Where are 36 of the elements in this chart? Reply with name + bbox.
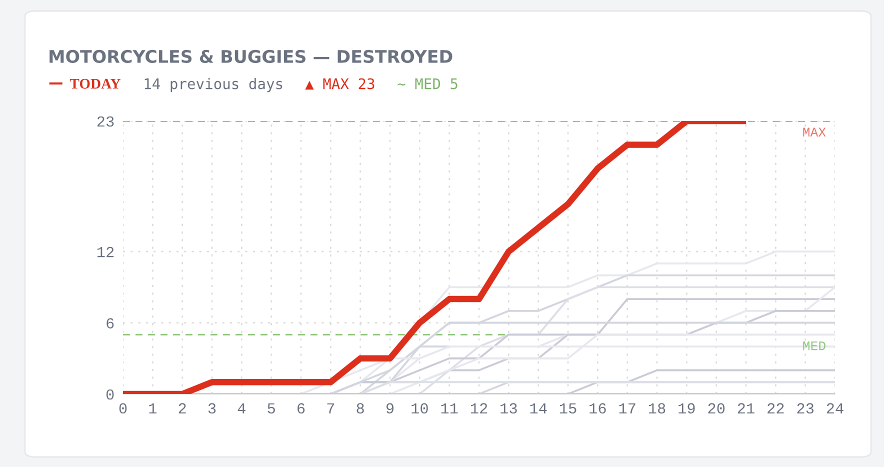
x-tick-label: 5 [268,403,275,414]
x-tick-label: 3 [208,403,216,414]
x-tick-label: 13 [500,403,517,414]
x-tick-label: 11 [441,403,458,414]
x-tick-label: 4 [238,403,246,414]
x-tick-label: 17 [619,403,636,414]
x-tick-label: 23 [797,403,814,414]
y-tick-label: 6 [106,318,114,328]
x-tick-label: 1 [149,403,157,414]
ref-line-label: MED [803,341,826,350]
x-tick-label: 10 [412,403,428,414]
y-tick-label: 23 [97,116,114,127]
x-tick-label: 21 [738,403,754,414]
x-tick-label: 7 [327,403,334,414]
x-tick-label: 18 [648,403,666,414]
text: ~ MED 5 [398,78,458,90]
x-tick-label: 2 [178,403,186,414]
x-tick-label: 6 [298,403,305,414]
x-tick-label: 8 [356,403,364,414]
legend-label: TODAY [70,78,121,89]
x-tick-label: 0 [119,403,127,414]
x-tick-label: 22 [768,403,784,414]
chart-title: MOTORCYCLES & BUGGIES — DESTROYED [50,50,452,64]
text: ▲ MAX 23 [305,78,374,90]
x-tick-label: 20 [708,403,725,414]
y-tick-label: 12 [97,246,114,258]
x-tick-label: 19 [678,403,695,414]
x-tick-label: 15 [560,403,576,414]
x-tick-label: 12 [470,403,488,414]
x-tick-label: 16 [590,403,606,414]
text: 14 previous days [144,78,282,92]
ref-line-label: MAX [803,128,826,136]
x-tick-label: 9 [386,403,394,414]
x-tick-label: 14 [530,403,547,414]
y-tick-label: 0 [106,389,114,400]
x-tick-label: 24 [826,403,844,414]
